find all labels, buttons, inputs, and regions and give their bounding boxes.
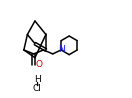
Text: O: O bbox=[36, 60, 43, 69]
Text: H: H bbox=[34, 75, 41, 84]
Text: Cl: Cl bbox=[33, 84, 42, 93]
Text: N: N bbox=[58, 45, 64, 54]
